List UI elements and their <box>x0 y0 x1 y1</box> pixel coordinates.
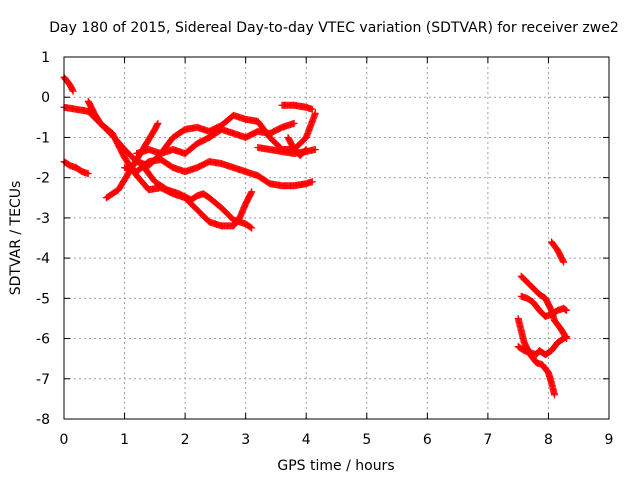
series-track3 <box>60 158 92 178</box>
data-point <box>563 333 571 341</box>
x-axis-label: GPS time / hours <box>277 458 394 474</box>
x-tick-label: 9 <box>605 432 614 448</box>
data-point <box>153 121 161 129</box>
series-track7 <box>133 119 298 158</box>
y-tick-label: -5 <box>36 291 50 307</box>
series-track10 <box>278 101 316 113</box>
y-tick-label: -1 <box>36 130 50 146</box>
x-tick-label: 5 <box>362 432 371 448</box>
data-point <box>248 188 256 196</box>
series-track8 <box>139 162 256 232</box>
y-axis-label: SDTVAR / TECUs <box>8 181 24 296</box>
series-track2 <box>60 103 319 170</box>
data-point <box>551 391 558 399</box>
x-tick-label: 7 <box>483 432 492 448</box>
data-point <box>84 170 92 178</box>
x-tick-label: 8 <box>544 432 553 448</box>
y-tick-label: -8 <box>36 412 50 428</box>
data-point <box>559 257 567 265</box>
data-point <box>68 86 76 94</box>
plot-frame <box>63 56 610 420</box>
y-tick-label: -4 <box>36 251 50 267</box>
data-point <box>247 223 255 231</box>
data-point <box>308 105 316 113</box>
grid-layer <box>64 57 609 419</box>
data-point <box>302 146 310 154</box>
x-tick-label: 6 <box>423 432 432 448</box>
x-tick-label: 4 <box>302 432 311 448</box>
y-tick-label: 1 <box>41 50 50 66</box>
data-point <box>562 333 570 341</box>
x-tick-label: 0 <box>60 432 69 448</box>
chart-title: Day 180 of 2015, Sidereal Day-to-day VTE… <box>49 20 619 36</box>
data-point <box>562 306 570 314</box>
data-point <box>154 119 162 127</box>
series-track9 <box>254 144 319 158</box>
data-point <box>308 178 316 186</box>
data-point <box>560 258 568 266</box>
series-track1 <box>60 73 77 95</box>
series-track14 <box>517 292 571 320</box>
x-tick-label: 1 <box>120 432 129 448</box>
data-point <box>563 306 571 314</box>
data-point <box>301 146 309 154</box>
points-layer <box>60 73 571 399</box>
y-tick-label: -7 <box>36 372 50 388</box>
series-track16 <box>547 238 568 266</box>
x-tick-label: 2 <box>181 432 190 448</box>
y-tick-label: -3 <box>36 211 50 227</box>
data-point <box>69 87 77 95</box>
y-tick-label: 0 <box>41 90 50 106</box>
data-point <box>311 109 319 117</box>
data-point <box>248 224 256 232</box>
data-point <box>290 119 298 127</box>
y-tick-label: -2 <box>36 171 50 187</box>
series-track12 <box>514 314 558 399</box>
data-point <box>300 147 308 155</box>
data-point <box>311 146 319 154</box>
tick-layer: 0 1 2 3 4 5 6 7 8 910-1-2-3-4-5-6-7-8 <box>36 50 613 448</box>
data-point <box>247 189 255 197</box>
series-track15 <box>514 333 571 359</box>
x-tick-label: 3 <box>241 432 250 448</box>
y-tick-label: -6 <box>36 332 50 348</box>
series-track11 <box>284 133 310 160</box>
